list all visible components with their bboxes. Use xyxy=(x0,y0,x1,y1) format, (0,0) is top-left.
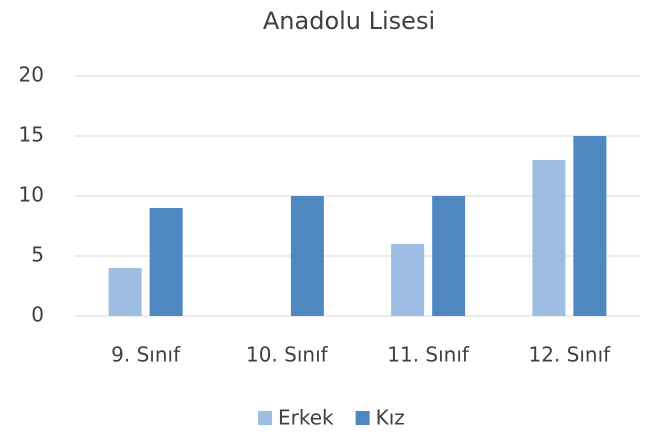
y-tick-label: 10 xyxy=(19,183,44,207)
bar xyxy=(290,196,324,316)
bar xyxy=(532,160,566,316)
x-tick-label: 12. Sınıf xyxy=(529,343,612,367)
x-tick-label: 11. Sınıf xyxy=(387,343,470,367)
y-tick-label: 20 xyxy=(19,63,44,87)
y-tick-label: 0 xyxy=(31,303,44,327)
bar xyxy=(391,244,425,316)
y-tick-label: 15 xyxy=(19,123,44,147)
bar xyxy=(573,136,607,316)
legend-swatch xyxy=(355,411,370,425)
bar xyxy=(149,208,183,316)
bar xyxy=(108,268,142,316)
x-tick-label: 9. Sınıf xyxy=(111,343,181,367)
legend-label: Kız xyxy=(376,406,405,430)
legend-label: Erkek xyxy=(278,406,334,430)
chart-title: Anadolu Lisesi xyxy=(263,7,435,35)
x-tick-label: 10. Sınıf xyxy=(246,343,329,367)
bar xyxy=(432,196,466,316)
y-tick-label: 5 xyxy=(31,243,44,267)
legend-swatch xyxy=(258,411,272,425)
